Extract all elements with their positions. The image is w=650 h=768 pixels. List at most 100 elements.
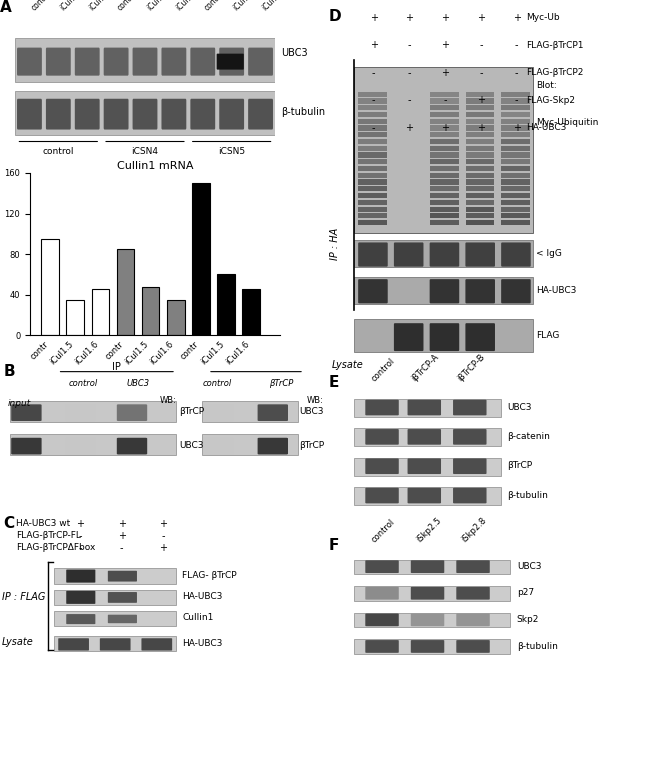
Text: iSkp2.8: iSkp2.8 <box>460 516 489 545</box>
Text: -: - <box>161 531 165 541</box>
Bar <box>430 159 459 164</box>
Bar <box>359 118 387 124</box>
Text: A: A <box>0 0 12 15</box>
FancyBboxPatch shape <box>108 614 137 623</box>
Text: iCul1.5: iCul1.5 <box>231 0 257 12</box>
Text: control: control <box>203 0 228 12</box>
FancyBboxPatch shape <box>190 48 215 76</box>
Bar <box>502 112 530 117</box>
Text: FLAG: FLAG <box>536 331 560 339</box>
Bar <box>15 91 275 134</box>
FancyBboxPatch shape <box>501 243 530 266</box>
FancyBboxPatch shape <box>453 458 486 474</box>
Bar <box>465 91 495 97</box>
FancyBboxPatch shape <box>456 561 490 573</box>
FancyBboxPatch shape <box>248 99 273 130</box>
Text: p27: p27 <box>517 588 534 598</box>
Bar <box>502 139 530 144</box>
Text: iCul1.5: iCul1.5 <box>58 0 83 12</box>
Text: IP : FLAG: IP : FLAG <box>1 591 45 601</box>
Text: UBC3: UBC3 <box>517 561 541 571</box>
Text: -: - <box>78 531 82 541</box>
Bar <box>430 98 459 104</box>
Bar <box>430 146 459 151</box>
Bar <box>502 193 530 198</box>
Text: -: - <box>515 68 519 78</box>
Bar <box>502 98 530 104</box>
Bar <box>354 399 500 417</box>
Text: iCul1.6: iCul1.6 <box>174 0 199 12</box>
FancyBboxPatch shape <box>117 404 147 421</box>
Text: input: input <box>8 399 31 408</box>
FancyBboxPatch shape <box>216 54 244 70</box>
Bar <box>430 105 459 111</box>
Text: FLAG- βTrCP: FLAG- βTrCP <box>183 571 237 580</box>
Text: +: + <box>441 68 449 78</box>
Bar <box>430 180 459 184</box>
Text: βTrCP: βTrCP <box>507 462 532 470</box>
FancyBboxPatch shape <box>453 399 486 415</box>
FancyBboxPatch shape <box>453 429 486 445</box>
Bar <box>465 173 495 178</box>
Text: -: - <box>479 41 483 51</box>
Bar <box>465 220 495 225</box>
Bar <box>354 68 533 233</box>
Text: β-tubulin: β-tubulin <box>281 107 325 117</box>
FancyBboxPatch shape <box>430 243 459 266</box>
FancyBboxPatch shape <box>358 279 387 303</box>
FancyBboxPatch shape <box>142 638 172 650</box>
Bar <box>430 139 459 144</box>
Bar <box>430 214 459 218</box>
FancyBboxPatch shape <box>365 488 398 503</box>
Bar <box>354 458 500 475</box>
Bar <box>359 91 387 97</box>
FancyBboxPatch shape <box>257 438 288 455</box>
FancyBboxPatch shape <box>365 640 398 653</box>
Bar <box>465 125 495 131</box>
FancyBboxPatch shape <box>66 570 96 583</box>
FancyBboxPatch shape <box>66 438 96 455</box>
Text: FLAG-βTrCP-FL: FLAG-βTrCP-FL <box>16 531 81 541</box>
Bar <box>430 166 459 171</box>
Bar <box>430 91 459 97</box>
Bar <box>502 214 530 218</box>
Text: Blot:: Blot: <box>536 81 557 91</box>
Bar <box>202 401 298 422</box>
FancyBboxPatch shape <box>430 279 459 303</box>
Text: +: + <box>441 123 449 133</box>
FancyBboxPatch shape <box>411 561 445 573</box>
Text: control: control <box>203 379 232 389</box>
FancyBboxPatch shape <box>408 488 441 503</box>
FancyBboxPatch shape <box>408 458 441 474</box>
Text: C: C <box>3 516 14 531</box>
Bar <box>359 180 387 184</box>
Text: +: + <box>76 518 84 528</box>
Bar <box>217 274 235 335</box>
FancyBboxPatch shape <box>501 279 530 303</box>
Bar <box>502 91 530 97</box>
Bar <box>430 200 459 205</box>
Bar <box>359 159 387 164</box>
FancyBboxPatch shape <box>133 99 157 130</box>
Bar <box>359 132 387 137</box>
FancyBboxPatch shape <box>465 279 495 303</box>
FancyBboxPatch shape <box>133 48 157 76</box>
Text: Myc-Ub: Myc-Ub <box>526 13 560 22</box>
Text: -: - <box>408 68 411 78</box>
Bar <box>242 290 260 335</box>
FancyBboxPatch shape <box>100 638 131 650</box>
Bar <box>465 146 495 151</box>
Bar <box>465 200 495 205</box>
Text: -: - <box>372 68 376 78</box>
Bar <box>430 207 459 212</box>
Bar <box>92 290 109 335</box>
Text: control: control <box>370 518 397 545</box>
FancyBboxPatch shape <box>456 587 490 600</box>
Bar <box>359 187 387 191</box>
Bar <box>117 249 135 335</box>
Bar <box>465 132 495 137</box>
Bar <box>465 118 495 124</box>
FancyBboxPatch shape <box>17 99 42 130</box>
Bar <box>430 112 459 117</box>
Text: +: + <box>406 123 413 133</box>
